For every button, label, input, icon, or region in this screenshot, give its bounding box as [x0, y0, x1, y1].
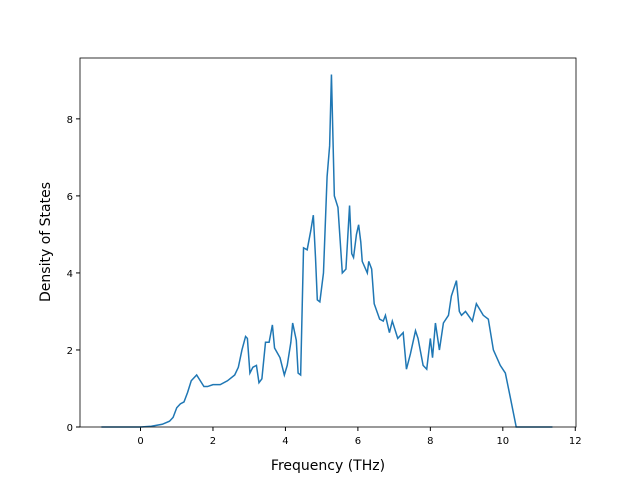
y-tick-label: 2 — [67, 346, 73, 357]
x-axis-label: Frequency (THz) — [271, 458, 385, 474]
line — [101, 74, 553, 428]
x-tick-label: 10 — [496, 436, 509, 447]
y-tick-label: 0 — [67, 423, 73, 434]
y-axis-label: Density of States — [38, 182, 54, 302]
x-tick-label: 2 — [210, 436, 216, 447]
y-tick-label: 6 — [67, 192, 73, 203]
x-tick-label: 12 — [569, 436, 582, 447]
y-tick-label: 4 — [67, 269, 73, 280]
plot-frame — [79, 57, 577, 428]
y-tick-label: 8 — [67, 115, 73, 126]
x-tick-label: 6 — [355, 436, 361, 447]
x-tick-label: 8 — [427, 436, 433, 447]
x-tick-label: 0 — [137, 436, 143, 447]
x-tick-label: 4 — [282, 436, 288, 447]
